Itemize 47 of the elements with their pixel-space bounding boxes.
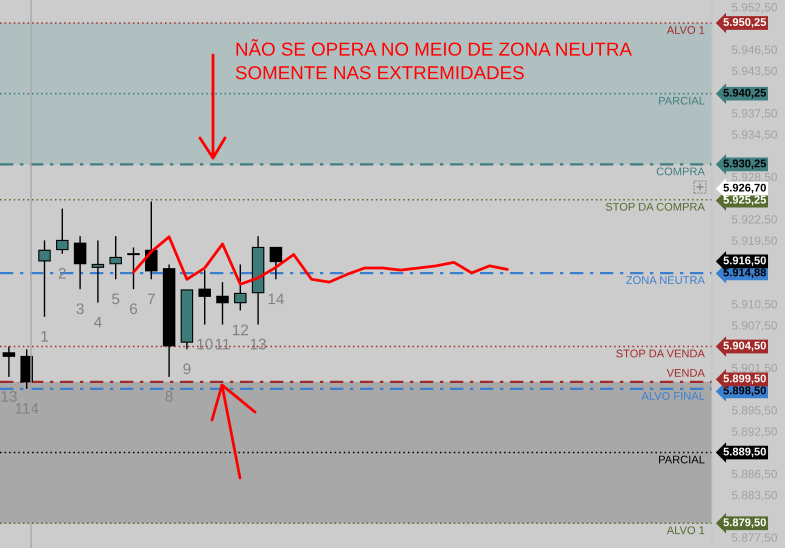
ref-line-label: COMPRA (656, 167, 705, 176)
ref-line-label: ZONA NEUTRA (626, 276, 705, 284)
x-tick-label: 7 (148, 294, 155, 304)
text: 5.916,50 (723, 256, 766, 266)
text: 5.940,25 (723, 88, 766, 98)
candlestick (56, 208, 69, 255)
candlestick (109, 235, 122, 280)
candlestick (216, 281, 229, 326)
text: 5.889,50 (723, 448, 766, 458)
text: 5.930,25 (723, 160, 766, 169)
text: 5.898,50 (723, 386, 766, 396)
candlestick (2, 346, 16, 378)
ref-line-label: VENDA (666, 369, 705, 377)
x-tick-label: 14 (268, 294, 284, 304)
ref-line-label: PARCIAL (659, 96, 705, 105)
candlestick (127, 246, 140, 290)
text: 5.925,25 (723, 196, 766, 206)
x-tick-label: 4 (94, 316, 102, 328)
x-tick-label: 1 (41, 331, 48, 342)
text: 5.879,50 (723, 518, 766, 528)
x-tick-label: 5 (112, 294, 120, 304)
ref-line-label: STOP DA COMPRA (606, 202, 705, 211)
ref-line-label: ALVO 1 (666, 526, 704, 534)
candlestick (198, 269, 211, 326)
x-tick-label: 9 (183, 363, 190, 374)
x-tick-label: 13 (250, 338, 266, 350)
annotation: NÃO SE OPERA NO MEIO DE ZONA NEUTRA SOMENTE NAS EXTREMIDADES (236, 39, 632, 80)
candlestick (270, 246, 282, 280)
ref-line-label: PARCIAL (659, 456, 705, 464)
text: 5.926,70 (723, 184, 766, 194)
text: 5.914,88 (723, 268, 766, 278)
text: 5.899,50 (723, 374, 766, 384)
line-series (132, 235, 509, 286)
ref-line-label: STOP DA VENDA (616, 350, 705, 358)
x-tick-label: 10 (197, 338, 213, 350)
candlestick (234, 264, 247, 312)
x-tick-label: 3 (76, 303, 84, 314)
candlestick (38, 240, 51, 318)
candlestick (92, 240, 104, 304)
x-tick-label: 6 (130, 303, 138, 314)
ref-line-label: ALVO FINAL (642, 392, 705, 400)
ref-line-label: ALVO 1 (666, 26, 704, 34)
x-tick-label: 11 (216, 338, 230, 350)
text: 5.904,50 (723, 342, 766, 352)
candlestick (74, 235, 86, 290)
text: 5.950,25 (723, 18, 766, 28)
x-tick-label: 12 (232, 324, 248, 336)
